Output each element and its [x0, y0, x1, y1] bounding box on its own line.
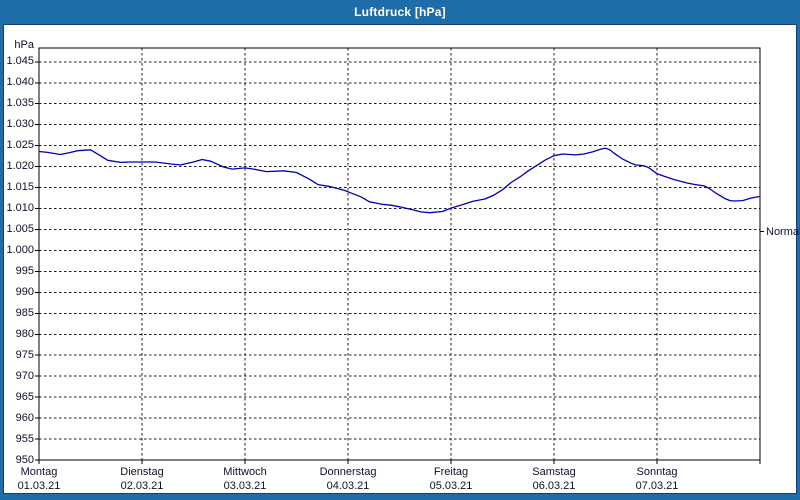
x-axis-date-label: 02.03.21 — [120, 480, 164, 492]
x-axis-date-label: 01.03.21 — [17, 480, 61, 492]
y-axis-label: 995 — [15, 264, 34, 277]
y-axis-label: 1.010 — [6, 202, 34, 215]
x-axis-date-label: 04.03.21 — [326, 480, 370, 492]
y-axis-label: 1.045 — [6, 55, 34, 68]
y-axis-unit-label: hPa — [14, 39, 34, 51]
y-axis-label: 1.025 — [6, 139, 34, 152]
window-title: Luftdruck [hPa] — [354, 5, 446, 19]
y-axis-label: 1.035 — [6, 97, 34, 110]
y-axis-label: 990 — [15, 285, 34, 298]
y-axis-label: 970 — [15, 369, 34, 382]
pressure-chart-svg — [35, 47, 764, 464]
y-axis-label: 975 — [15, 348, 34, 361]
x-axis-day-label: Mittwoch — [223, 466, 267, 478]
x-axis-day-label: Donnerstag — [319, 466, 377, 478]
x-axis-date-label: 06.03.21 — [532, 480, 576, 492]
y-axis-label: 950 — [15, 453, 34, 466]
y-axis-label: 960 — [15, 411, 34, 424]
normal-marker-label: Normal — [766, 225, 800, 238]
x-axis-date-label: 05.03.21 — [429, 480, 473, 492]
y-axis-label: 1.040 — [6, 76, 34, 89]
y-axis-label: 1.005 — [6, 222, 34, 235]
y-axis-label: 965 — [15, 390, 34, 403]
x-axis-day-label: Samstag — [532, 466, 576, 478]
x-axis-day-label: Montag — [20, 466, 58, 478]
y-axis-label: 1.000 — [6, 243, 34, 256]
title-bar: Luftdruck [hPa] — [0, 0, 800, 24]
x-axis-day-label: Freitag — [433, 466, 469, 478]
plot-border — [38, 47, 761, 461]
y-axis-label: 980 — [15, 327, 34, 340]
x-axis-date-label: 07.03.21 — [635, 480, 679, 492]
y-axis-label: 1.020 — [6, 160, 34, 173]
x-axis-date-label: 03.03.21 — [223, 480, 267, 492]
y-axis-label: 1.030 — [6, 118, 34, 131]
x-axis-day-label: Sonntag — [636, 466, 678, 478]
y-axis-label: 955 — [15, 432, 34, 445]
x-axis-day-label: Dienstag — [120, 466, 164, 478]
chart-area: hPa 1.045 1.040 1.035 1.030 1.025 1.020 1.015 1… — [3, 24, 800, 494]
y-axis-label: 985 — [15, 306, 34, 319]
pressure-line — [38, 147, 761, 214]
y-axis-label: 1.015 — [6, 181, 34, 194]
